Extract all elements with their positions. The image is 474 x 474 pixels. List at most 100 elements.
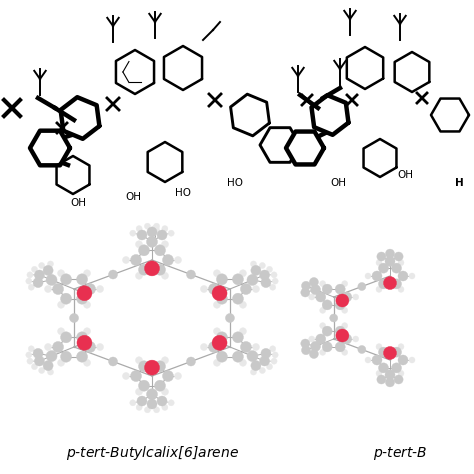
Circle shape [251, 265, 261, 275]
Circle shape [335, 300, 345, 310]
Text: HO: HO [227, 178, 243, 188]
Circle shape [310, 349, 319, 358]
Circle shape [335, 342, 345, 352]
Circle shape [147, 399, 157, 409]
Circle shape [261, 348, 271, 358]
Circle shape [145, 407, 150, 413]
Circle shape [213, 359, 220, 366]
Circle shape [77, 274, 88, 285]
Circle shape [398, 271, 408, 281]
Circle shape [376, 370, 382, 376]
Circle shape [201, 285, 208, 292]
Circle shape [247, 351, 258, 362]
Circle shape [394, 375, 403, 384]
Polygon shape [260, 128, 300, 162]
Circle shape [109, 357, 118, 366]
Circle shape [309, 336, 315, 342]
Circle shape [247, 274, 258, 285]
Circle shape [155, 380, 165, 391]
Circle shape [174, 373, 182, 380]
Circle shape [239, 359, 246, 366]
Circle shape [57, 301, 64, 308]
Circle shape [377, 375, 386, 384]
Circle shape [70, 313, 79, 322]
Circle shape [57, 328, 64, 335]
Circle shape [77, 286, 92, 301]
Circle shape [270, 284, 276, 290]
Circle shape [83, 270, 91, 277]
Circle shape [250, 369, 256, 375]
Circle shape [212, 335, 227, 350]
Circle shape [409, 357, 415, 363]
Circle shape [174, 256, 182, 264]
Circle shape [379, 347, 389, 357]
Circle shape [217, 274, 228, 285]
Circle shape [353, 294, 359, 300]
Circle shape [383, 276, 396, 290]
Circle shape [335, 284, 345, 294]
Circle shape [61, 293, 72, 304]
Circle shape [376, 260, 382, 265]
Circle shape [43, 361, 53, 371]
Text: $p$-tert-Butylcalix[6]arene: $p$-tert-Butylcalix[6]arene [65, 444, 238, 462]
Circle shape [398, 260, 404, 265]
Circle shape [365, 357, 371, 363]
Circle shape [385, 256, 395, 266]
Circle shape [272, 278, 278, 284]
Circle shape [162, 357, 168, 364]
Circle shape [342, 349, 348, 356]
Circle shape [47, 369, 54, 375]
Circle shape [84, 341, 96, 353]
Circle shape [39, 263, 45, 268]
Circle shape [372, 271, 382, 281]
Circle shape [376, 286, 382, 292]
Circle shape [251, 361, 261, 371]
Polygon shape [311, 95, 348, 135]
Circle shape [239, 328, 246, 335]
Circle shape [232, 332, 244, 343]
Circle shape [138, 264, 149, 275]
Polygon shape [347, 47, 383, 89]
Text: HO: HO [175, 188, 191, 198]
Circle shape [261, 278, 271, 288]
Circle shape [61, 351, 72, 362]
Circle shape [136, 241, 143, 248]
Circle shape [26, 278, 32, 284]
Circle shape [163, 255, 173, 265]
Circle shape [162, 388, 168, 395]
Circle shape [136, 272, 143, 279]
Circle shape [57, 359, 64, 366]
Circle shape [310, 278, 319, 287]
Text: OH: OH [397, 170, 413, 180]
Circle shape [186, 270, 195, 279]
Circle shape [392, 363, 401, 373]
Circle shape [301, 339, 310, 348]
Circle shape [379, 279, 389, 289]
Circle shape [146, 389, 157, 400]
Circle shape [212, 286, 227, 301]
Circle shape [301, 288, 310, 297]
Circle shape [45, 344, 52, 350]
Circle shape [162, 226, 168, 232]
Polygon shape [395, 52, 429, 92]
Circle shape [213, 301, 220, 308]
Circle shape [398, 370, 404, 376]
Circle shape [53, 283, 64, 294]
Circle shape [35, 356, 45, 366]
Circle shape [155, 361, 165, 372]
Circle shape [137, 230, 147, 240]
Circle shape [217, 351, 228, 362]
Circle shape [358, 346, 366, 354]
Circle shape [28, 284, 34, 290]
Polygon shape [148, 142, 182, 182]
Circle shape [398, 344, 404, 350]
Circle shape [319, 349, 326, 356]
Circle shape [138, 380, 149, 391]
Circle shape [61, 332, 72, 343]
Circle shape [301, 346, 310, 355]
Circle shape [330, 314, 337, 322]
Circle shape [83, 301, 91, 308]
Circle shape [385, 378, 394, 387]
Circle shape [130, 255, 142, 265]
Circle shape [271, 272, 277, 278]
